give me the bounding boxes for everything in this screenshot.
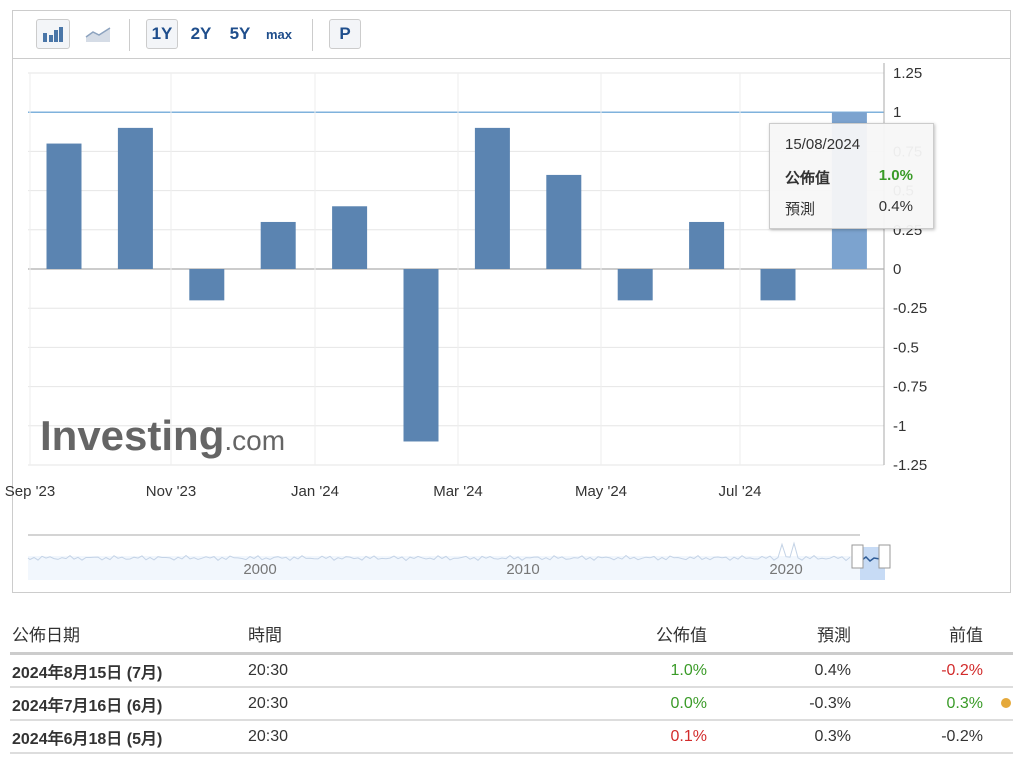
forecast-value: 0.3% [709, 720, 853, 754]
line-chart-button[interactable] [81, 19, 115, 49]
navigator-label: 2010 [506, 561, 539, 578]
header-forecast: 預測 [709, 614, 853, 655]
revised-indicator-cell [985, 687, 1013, 721]
previous-value: -0.2% [853, 720, 985, 754]
navigator-label: 2020 [769, 561, 802, 578]
table-row: 2024年7月16日 (6月) 20:30 0.0% -0.3% 0.3% [10, 687, 1013, 721]
table-row: 2024年6月18日 (5月) 20:30 0.1% 0.3% -0.2% [10, 720, 1013, 754]
navigator-series [27, 541, 851, 562]
toolbar-divider [312, 19, 313, 51]
bar-jan24[interactable] [332, 206, 368, 269]
release-date: 2024年8月15日 (7月) [10, 653, 246, 688]
previous-value: -0.2% [853, 653, 985, 688]
navigator-right-handle[interactable] [878, 544, 891, 569]
y-tick-label: -0.5 [893, 339, 919, 356]
x-tick-label: Mar '24 [433, 483, 483, 500]
chart-widget: 1Y 2Y 5Y max P [12, 10, 1011, 593]
navigator-selection-series [861, 556, 881, 562]
revised-indicator-cell [985, 653, 1013, 688]
y-tick-label: -0.75 [893, 379, 927, 396]
actual-value: 0.0% [550, 687, 709, 721]
release-time: 20:30 [246, 687, 550, 721]
investing-watermark: Investing.com [40, 412, 285, 459]
forecast-value: 0.4% [709, 653, 853, 688]
release-time: 20:30 [246, 720, 550, 754]
forecast-value: -0.3% [709, 687, 853, 721]
tooltip-forecast-label: 預測 [785, 201, 816, 218]
table-row: 2024年8月15日 (7月) 20:30 1.0% 0.4% -0.2% [10, 653, 1013, 688]
bar-chart: Investing.com 1.2510.750.50.250-0.25-0.5… [5, 63, 927, 580]
bar-nov23[interactable] [189, 269, 225, 301]
y-tick-label: -0.25 [893, 300, 927, 317]
bar-mar24[interactable] [474, 127, 510, 269]
header-spacer [985, 614, 1013, 655]
navigator[interactable]: 2000 2010 2020 [27, 534, 891, 580]
line-chart-icon [85, 27, 111, 42]
previous-value: 0.3% [853, 687, 985, 721]
bar-apr24[interactable] [546, 174, 582, 269]
range-2y-button[interactable]: 2Y [190, 24, 212, 43]
p-button[interactable]: P [329, 19, 361, 49]
y-tick-label: 1 [893, 104, 901, 121]
header-time: 時間 [246, 614, 550, 655]
bar-chart-button[interactable] [36, 19, 70, 49]
x-tick-label: Sep '23 [5, 483, 55, 500]
tooltip-actual-value: 1.0% [878, 167, 913, 184]
bar-jul24[interactable] [760, 269, 796, 301]
chart-toolbar: 1Y 2Y 5Y max P [13, 11, 1010, 59]
y-tick-label: -1.25 [893, 457, 927, 474]
toolbar-divider [129, 19, 130, 51]
actual-value: 1.0% [550, 653, 709, 688]
navigator-area [28, 556, 884, 580]
x-tick-label: May '24 [575, 483, 627, 500]
actual-value: 0.1% [550, 720, 709, 754]
bar-oct23[interactable] [117, 127, 153, 269]
navigator-label: 2000 [243, 561, 276, 578]
y-tick-label: 1.25 [893, 65, 922, 82]
revised-dot-icon[interactable] [1001, 697, 1011, 708]
bar-dec23[interactable] [260, 221, 296, 269]
y-tick-label: 0 [893, 261, 901, 278]
range-1y-button[interactable]: 1Y [146, 19, 178, 49]
release-time: 20:30 [246, 653, 550, 688]
range-5y-button[interactable]: 5Y [229, 24, 251, 43]
x-tick-label: Jul '24 [719, 483, 762, 500]
bar-feb24[interactable] [403, 269, 439, 442]
tooltip: 15/08/2024 公佈值 1.0% 預測 0.4% [769, 123, 934, 229]
revised-indicator-cell [985, 720, 1013, 754]
release-date: 2024年6月18日 (5月) [10, 720, 246, 754]
x-tick-label: Jan '24 [291, 483, 339, 500]
table-header-row: 公佈日期 時間 公佈值 預測 前值 [10, 614, 1013, 655]
range-max-button[interactable]: max [265, 26, 293, 42]
release-date: 2024年7月16日 (6月) [10, 687, 246, 721]
bar-sep23[interactable] [46, 143, 82, 269]
x-tick-label: Nov '23 [146, 483, 196, 500]
tooltip-date: 15/08/2024 [785, 136, 861, 153]
y-tick-label: -1 [893, 418, 906, 435]
bar-jun24[interactable] [689, 221, 725, 269]
history-table: 公佈日期 時間 公佈值 預測 前值 2024年8月15日 (7月) 20:30 … [10, 614, 1013, 754]
tooltip-actual-label: 公佈值 [785, 170, 831, 187]
header-previous: 前值 [853, 614, 985, 655]
tooltip-forecast-value: 0.4% [878, 198, 913, 215]
header-actual: 公佈值 [550, 614, 709, 655]
bar-may24[interactable] [617, 269, 653, 301]
navigator-left-handle[interactable] [851, 544, 864, 569]
bar-chart-icon [43, 27, 63, 42]
header-release-date: 公佈日期 [10, 614, 246, 655]
